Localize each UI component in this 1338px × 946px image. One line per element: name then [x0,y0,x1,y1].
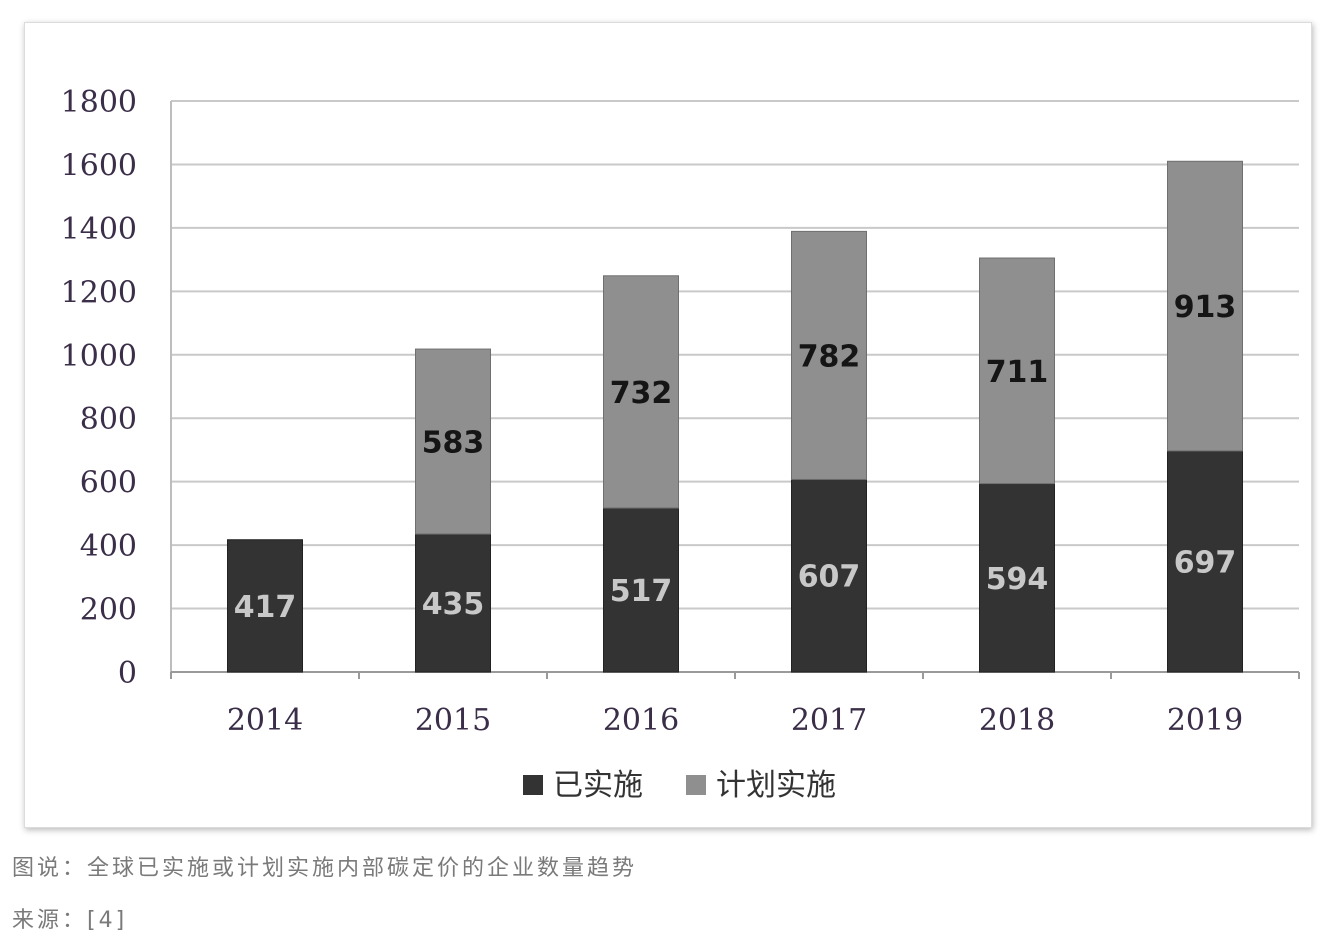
x-tick-label: 2018 [979,703,1055,738]
y-tick-label: 600 [80,466,137,501]
data-label: 594 [986,562,1049,597]
chart-card: 0 200 400 600 800 1000 1200 1400 1600 1800 2014 201… [24,22,1312,828]
bar-segment-planned [603,275,679,509]
data-label: 435 [422,587,485,622]
y-tick-label: 1600 [61,148,137,183]
y-tick-label: 800 [80,402,137,437]
bar-segment-implemented [603,507,679,673]
data-label: 517 [610,574,673,609]
legend-label: 计划实施 [716,768,836,803]
bar-segment-planned [979,257,1055,485]
data-label: 711 [986,355,1049,390]
stacked-bar-chart: 0 200 400 600 800 1000 1200 1400 1600 1800 2014 201… [61,85,1300,803]
legend-label: 已实施 [553,768,643,803]
figure-caption: 图说：全球已实施或计划实施内部碳定价的企业数量趋势 [12,856,638,881]
legend-swatch-implemented [523,775,543,795]
y-tick-label: 1200 [61,275,137,310]
x-tick-label: 2015 [415,703,491,738]
legend-swatch-planned [686,775,706,795]
x-tick-label: 2016 [603,703,679,738]
bar-segment-implemented [791,478,867,673]
data-label: 607 [798,560,861,595]
bar-segment-implemented [979,483,1055,673]
y-tick-label: 1400 [61,212,137,247]
y-tick-label: 1000 [61,339,137,374]
bar-segment-implemented [227,539,303,673]
x-tick-label: 2017 [791,703,867,738]
data-label: 697 [1174,545,1237,580]
x-tick-label: 2014 [227,703,303,738]
x-tick-label: 2019 [1167,703,1243,738]
bar-segment-implemented [415,533,491,673]
bar-segment-planned [415,348,491,535]
bar-segment-planned [791,230,867,480]
data-label: 583 [422,426,485,461]
data-label: 732 [610,376,673,411]
y-tick-label: 400 [80,529,137,564]
bar-segment-planned [1167,160,1243,452]
data-label: 782 [798,339,861,374]
source-caption: 来源：[4] [12,908,128,933]
y-tick-label: 1800 [61,85,137,120]
data-label: 417 [234,590,297,625]
y-tick-label: 0 [118,656,137,691]
data-label: 913 [1174,290,1237,325]
bar-segment-implemented [1167,450,1243,673]
y-tick-label: 200 [80,593,137,628]
